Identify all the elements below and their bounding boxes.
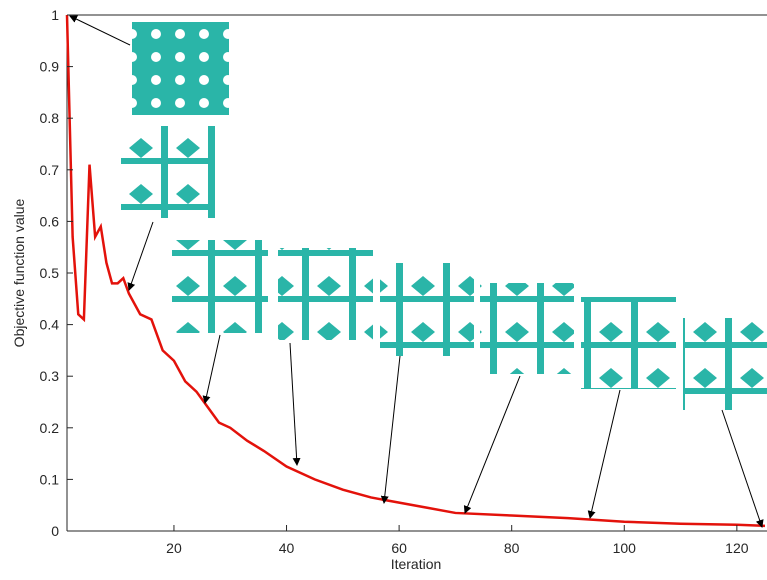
arrow: [587, 389, 621, 519]
x-tick-label: 20: [166, 540, 182, 556]
inset: [683, 318, 767, 410]
y-tick-label: 0.9: [40, 59, 60, 75]
y-tick-label: 0.1: [40, 471, 60, 487]
x-axis-label: Iteration: [391, 556, 442, 572]
y-tick-label: 0.2: [40, 420, 60, 436]
arrows: [69, 15, 764, 528]
y-axis-label: Objective function value: [11, 198, 27, 347]
x-tick-label: 80: [504, 540, 520, 556]
y-tick-label: 0.6: [40, 213, 60, 229]
y-tick-label: 0.5: [40, 265, 60, 281]
y-tick-label: 0.4: [40, 317, 60, 333]
y-tick-label: 0.8: [40, 110, 60, 126]
inset: [121, 126, 215, 218]
y-tick-label: 0.3: [40, 368, 60, 384]
inset: [581, 297, 676, 389]
inset: [380, 263, 474, 356]
y-tick-label: 1: [51, 7, 59, 23]
arrow: [69, 15, 131, 46]
arrow: [463, 375, 521, 514]
arrow: [380, 355, 401, 504]
x-tick-label: 120: [725, 540, 749, 556]
x-tick-label: 60: [391, 540, 407, 556]
inset: [278, 248, 373, 340]
arrow: [289, 342, 301, 466]
arrow: [127, 221, 154, 291]
y-tick-label: 0.7: [40, 162, 60, 178]
x-tick-label: 100: [613, 540, 637, 556]
inset: [172, 240, 268, 333]
arrow: [721, 409, 764, 528]
y-tick-label: 0: [51, 523, 59, 539]
design-insets: [121, 22, 767, 410]
inset: [132, 22, 229, 115]
inset: [480, 283, 574, 374]
arrow: [202, 334, 221, 404]
x-tick-label: 40: [279, 540, 295, 556]
